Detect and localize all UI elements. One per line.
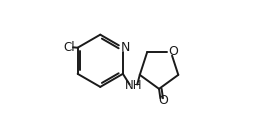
Text: O: O <box>159 94 168 107</box>
Text: Cl: Cl <box>63 41 75 54</box>
Text: N: N <box>120 41 130 54</box>
Text: O: O <box>168 45 178 58</box>
Text: NH: NH <box>125 79 142 92</box>
